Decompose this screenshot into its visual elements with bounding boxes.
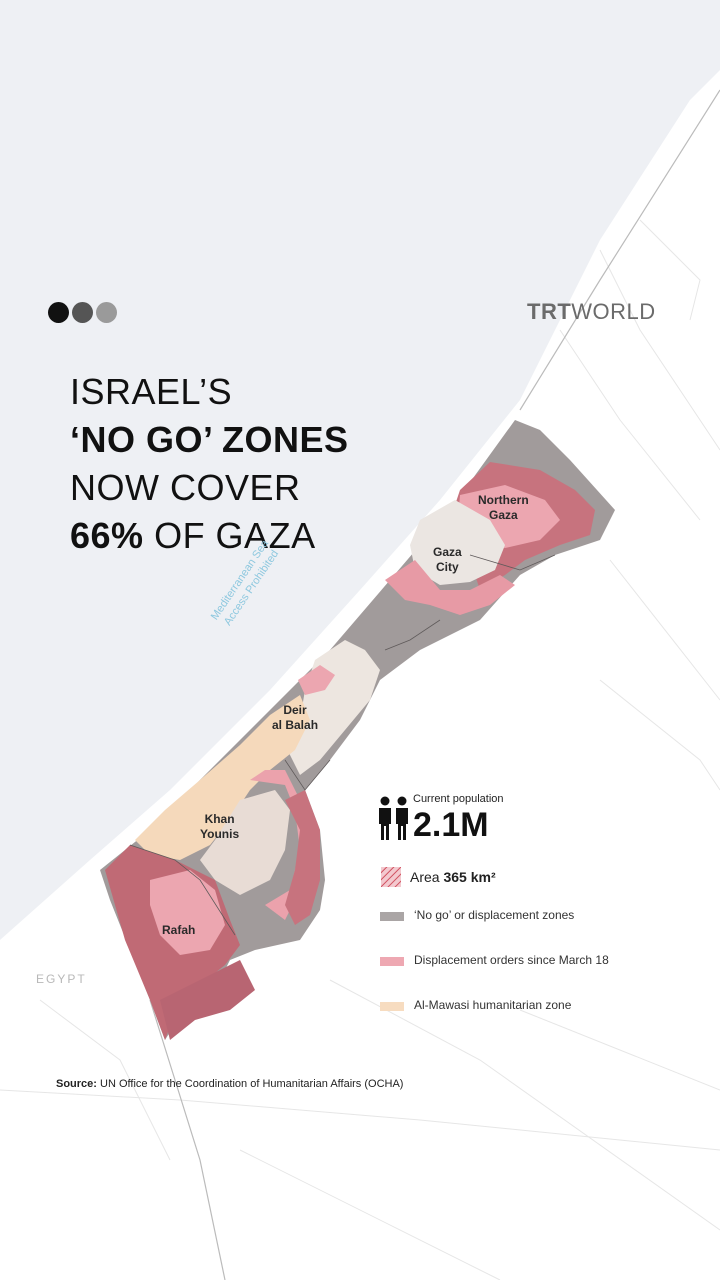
- headline-line-4: 66% OF GAZA: [70, 515, 316, 556]
- source-note: Source: UN Office for the Coordination o…: [56, 1078, 404, 1090]
- place-deir-al-balah: Deir al Balah: [272, 703, 319, 732]
- displacement-deir: [298, 665, 335, 695]
- hatch-area-icon: [381, 867, 401, 887]
- displacement-south-dark: [160, 960, 255, 1040]
- egypt-border: [149, 999, 226, 1280]
- dot-icon: [48, 302, 69, 323]
- headline-line-3: NOW COVER: [70, 467, 301, 508]
- brand-dots: [48, 302, 117, 323]
- area-legend: Area 365 km²: [380, 866, 496, 888]
- population-label: Current population: [413, 793, 504, 805]
- roads: [0, 219, 720, 1280]
- legend-item-no-go: ‘No go’ or displacement zones: [380, 908, 614, 922]
- place-khan-younis: Khan Younis: [200, 812, 240, 841]
- headline-line-2: ‘NO GO’ ZONES: [70, 419, 349, 460]
- khan-younis-area: [200, 790, 290, 895]
- place-egypt: EGYPT: [36, 972, 87, 986]
- displacement-gaza-city: [385, 560, 515, 615]
- legend-swatch: [380, 1002, 404, 1011]
- headline-line-1: ISRAEL’S: [70, 371, 233, 412]
- place-rafah: Rafah: [162, 923, 196, 937]
- deir-al-balah-area: [285, 640, 380, 775]
- population-value: 2.1M: [413, 806, 489, 844]
- headline: ISRAEL’S ‘NO GO’ ZONES NOW COVER 66% OF …: [70, 368, 349, 560]
- dot-icon: [72, 302, 93, 323]
- displacement-rafah-light: [150, 870, 225, 955]
- place-northern-gaza: Northern Gaza: [478, 493, 529, 522]
- displacement-east-dark: [285, 790, 320, 925]
- trtworld-logo: TRTWORLD: [527, 299, 656, 324]
- dot-icon: [96, 302, 117, 323]
- legend-swatch: [380, 957, 404, 966]
- people-icon: [379, 796, 408, 840]
- legend-item-mawasi: Al-Mawasi humanitarian zone: [380, 998, 614, 1012]
- governorate-lines: [129, 554, 556, 936]
- gaza-city-area: [410, 500, 505, 585]
- place-gaza-city: Gaza City: [433, 545, 462, 574]
- legend-item-displacement: Displacement orders since March 18: [380, 953, 614, 967]
- al-mawasi-zone: [135, 695, 310, 860]
- legend-swatch: [380, 912, 404, 921]
- mediterranean-sea: [0, 0, 720, 940]
- israel-border: [519, 89, 720, 411]
